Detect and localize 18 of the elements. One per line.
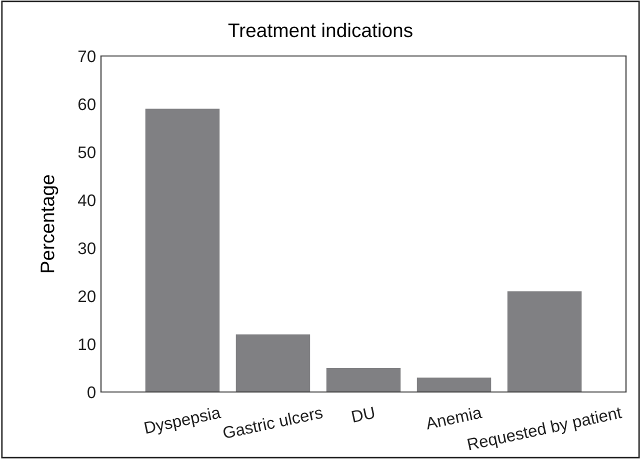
x-tick-label: Gastric ulcers: [222, 406, 324, 439]
y-axis-title: Percentage: [40, 175, 58, 272]
chart-title: Treatment indications: [228, 22, 412, 38]
bar: [416, 378, 492, 392]
y-tick-label: 30: [78, 242, 96, 254]
bar: [326, 368, 401, 392]
x-tick-label: Dyspepsia: [144, 406, 222, 437]
y-tick-label: 70: [78, 50, 96, 62]
x-tick-label: DU: [352, 406, 375, 423]
bar: [507, 291, 582, 392]
bar: [145, 108, 220, 392]
y-tick-label: 60: [78, 98, 96, 110]
y-tick-label: 10: [78, 338, 96, 350]
y-tick-label: 40: [78, 194, 96, 206]
y-tick-label: 50: [78, 146, 96, 158]
y-tick-label: 20: [78, 290, 96, 302]
y-tick-label: 0: [88, 386, 96, 398]
bar: [236, 334, 310, 392]
